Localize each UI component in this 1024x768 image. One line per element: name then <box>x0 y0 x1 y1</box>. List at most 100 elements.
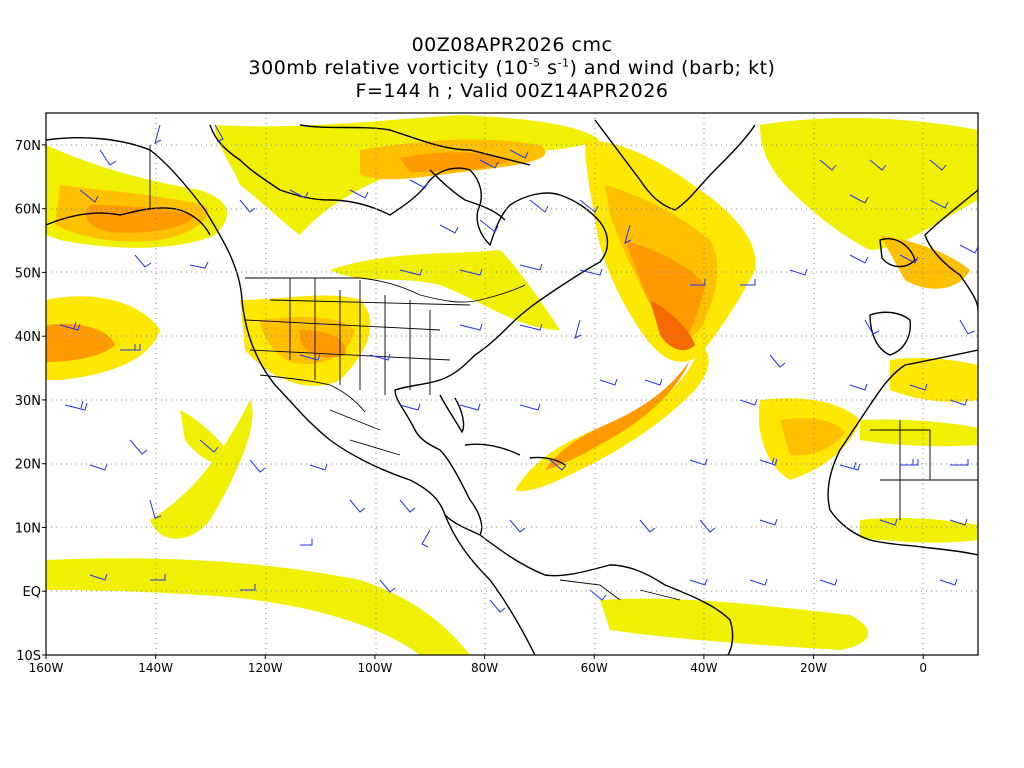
wind-barb <box>949 398 968 406</box>
wind-barb <box>349 499 366 513</box>
wind-barb <box>519 263 543 271</box>
lon-label: 140W <box>138 661 173 675</box>
wind-barb <box>240 584 256 591</box>
coastline-hispaniola <box>529 456 566 466</box>
wind-barb <box>369 353 391 361</box>
wind-barb <box>89 463 108 471</box>
wind-barb <box>199 439 219 453</box>
wind-barb <box>759 518 778 526</box>
wind-barb <box>574 319 582 339</box>
wind-barb <box>509 149 529 159</box>
vorticity-band <box>860 517 978 543</box>
wind-barb <box>689 578 708 586</box>
wind-barb <box>459 403 481 411</box>
wind-barb <box>459 323 483 331</box>
lon-label: 40W <box>690 661 717 675</box>
coastline-baffin <box>429 169 506 221</box>
title-text-a: 300mb relative vorticity (10 <box>248 57 529 79</box>
wind-barb <box>819 578 838 586</box>
wind-barb <box>849 254 869 264</box>
vorticity-band <box>650 300 695 351</box>
vorticity-band <box>880 235 970 289</box>
vorticity-band <box>86 205 195 233</box>
lon-label: 60W <box>581 661 608 675</box>
wind-barb <box>929 159 947 171</box>
title-exponent-2: -1 <box>557 56 570 70</box>
coastline-arctic-islands <box>299 124 531 166</box>
us-mexico-border <box>259 374 366 413</box>
vorticity-band <box>330 250 560 330</box>
coastline-south-america <box>479 534 734 655</box>
us-state-lines <box>244 278 471 395</box>
coastline-europe <box>924 189 978 311</box>
wind-barb <box>959 319 975 335</box>
wind-barb <box>64 400 88 411</box>
lat-label: 40N <box>15 330 41 345</box>
title-line-2: 300mb relative vorticity (10-5 s-1) and … <box>0 57 1024 79</box>
coastline-africa <box>827 349 978 556</box>
wind-barb <box>519 403 541 411</box>
title-exponent-1: -5 <box>528 56 541 70</box>
wind-barb <box>579 199 599 213</box>
wind-barb <box>529 199 549 213</box>
vorticity-band <box>625 240 705 345</box>
vorticity-band <box>300 330 346 358</box>
wind-barb <box>154 124 162 144</box>
wind-barb <box>549 459 567 471</box>
wind-barb <box>519 323 543 331</box>
lon-label: 20W <box>800 661 827 675</box>
wind-barb <box>249 459 266 473</box>
coastline-florida <box>439 394 465 434</box>
wind-barb <box>489 599 506 613</box>
wind-barb <box>699 519 716 533</box>
grid <box>46 113 978 655</box>
wind-barb <box>949 518 968 526</box>
lat-label: 50N <box>15 266 41 281</box>
wind-barb <box>819 159 837 171</box>
wind-barb <box>929 199 949 209</box>
vorticity-band <box>400 152 510 172</box>
lat-label: 70N <box>15 139 41 154</box>
wind-barb <box>509 519 526 533</box>
wind-barb <box>189 261 209 269</box>
lat-label: 60N <box>15 203 41 218</box>
vorticity-band <box>515 345 709 491</box>
wind-barb <box>839 461 861 471</box>
wind-barb <box>739 398 758 406</box>
coastline-uk <box>879 238 916 268</box>
wind-barb <box>309 463 328 471</box>
wind-barb <box>749 578 768 586</box>
wind-barb <box>879 518 898 526</box>
vorticity-shading <box>46 115 978 655</box>
vorticity-band <box>150 400 253 539</box>
wind-barb <box>439 224 459 234</box>
wind-barb <box>869 159 887 171</box>
wind-barb <box>59 321 81 331</box>
wind-barb <box>79 189 99 203</box>
wind-barb <box>624 224 632 244</box>
wind-barb <box>399 403 421 411</box>
wind-barb <box>289 189 309 199</box>
map-frame <box>45 112 979 656</box>
wind-barb <box>759 457 778 466</box>
coastline-cuba <box>464 443 521 456</box>
wind-barb <box>99 149 117 166</box>
wind-barb <box>639 519 656 533</box>
lon-label: 120W <box>248 661 283 675</box>
lat-label: 10S <box>16 649 41 664</box>
wind-barb <box>849 383 868 391</box>
wind-barb <box>950 459 969 466</box>
coastline-south-america-west <box>444 514 536 655</box>
wind-barb <box>644 378 663 386</box>
wind-barb <box>789 268 808 276</box>
wind-barb <box>849 194 869 204</box>
wind-barb <box>129 439 148 455</box>
vorticity-band <box>780 418 845 456</box>
vorticity-band <box>46 323 115 362</box>
vorticity-band <box>860 419 978 447</box>
wind-barb <box>959 244 978 254</box>
coastline-greenland <box>594 119 756 211</box>
vorticity-band <box>890 357 978 402</box>
wind-barb <box>379 579 396 593</box>
